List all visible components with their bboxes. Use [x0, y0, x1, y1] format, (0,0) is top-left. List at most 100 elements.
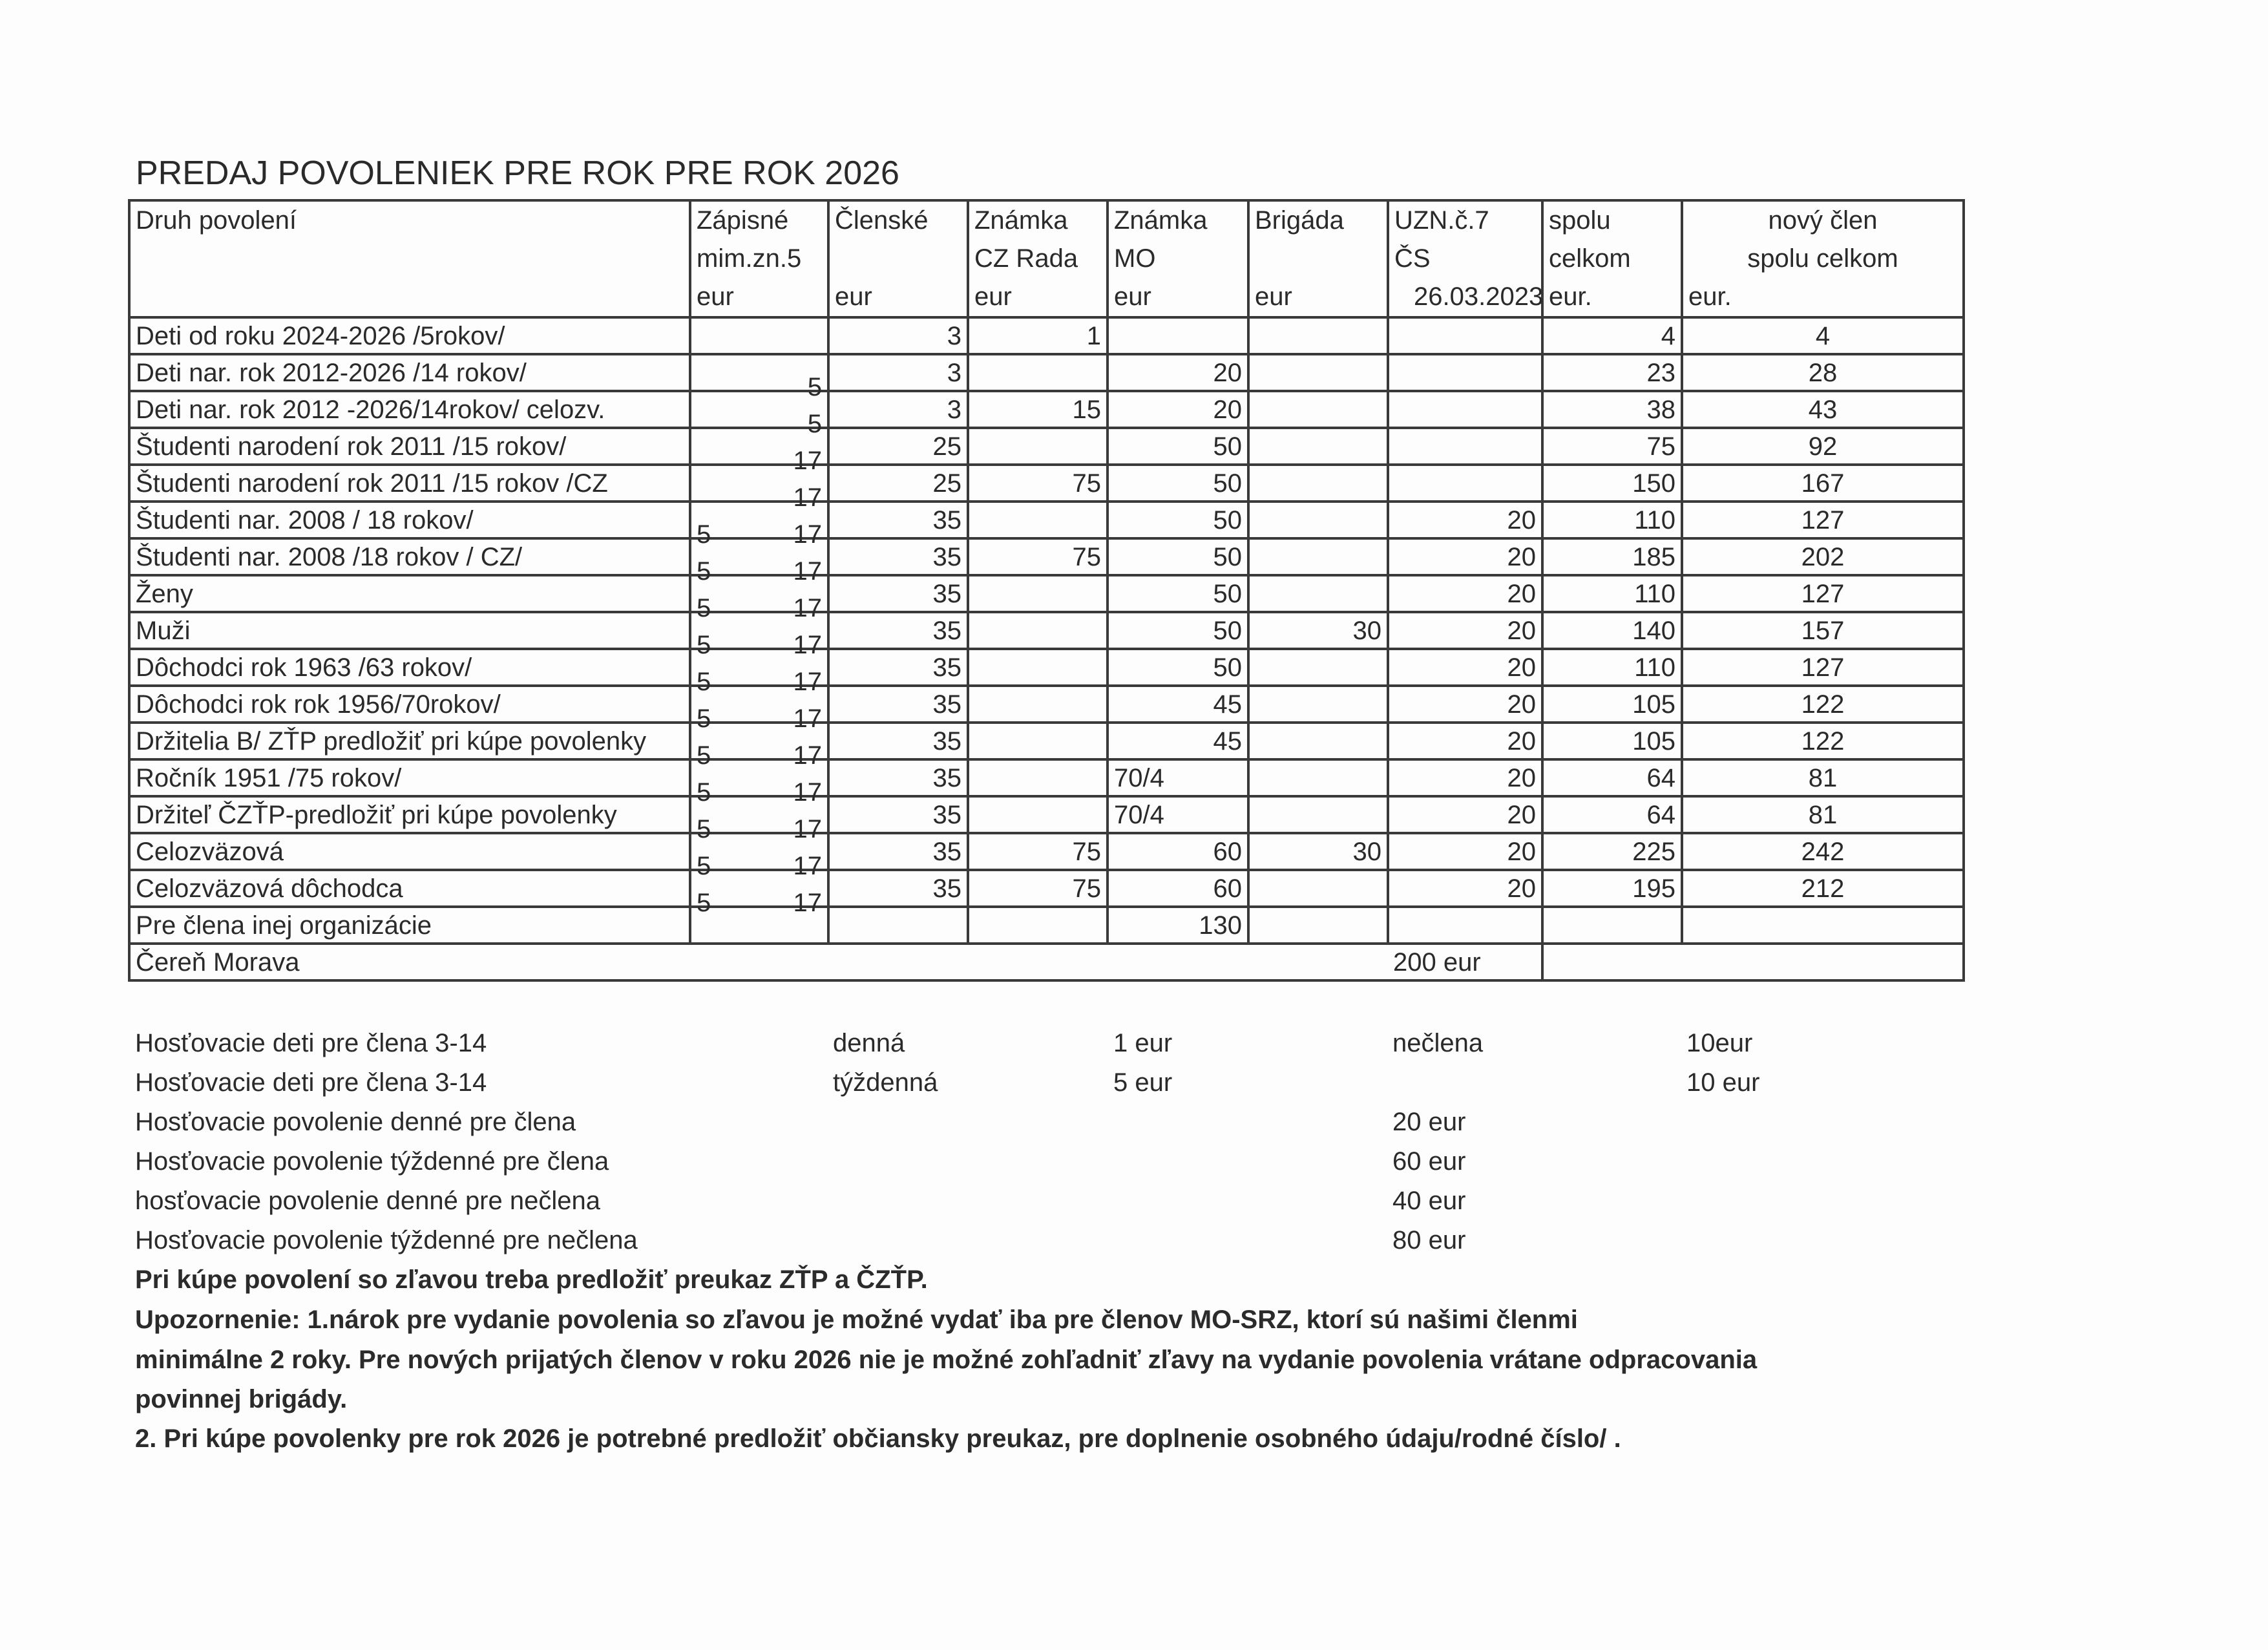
cell-clenske: 35: [827, 758, 969, 798]
table-row: Deti nar. rok 2012-2026 /14 rokov/5 3 20 23…: [128, 353, 1965, 401]
cell-znamka-mo: 20: [1106, 353, 1250, 392]
cell-znamka-cz: [967, 648, 1109, 687]
cell-znamka-cz: 75: [967, 537, 1109, 576]
cell-uzn: 20: [1387, 758, 1544, 798]
cell-druh: Celozväzová: [128, 832, 691, 871]
cell-znamka-cz: [967, 574, 1109, 613]
table-row: Študenti nar. 2008 /18 rokov / CZ/5 17 35 7…: [128, 537, 1965, 586]
cell-znamka-cz: [967, 905, 1109, 945]
cell-druh: Ročník 1951 /75 rokov/: [128, 758, 691, 798]
cell-znamka-mo: 45: [1106, 721, 1250, 761]
cell-znamka-mo: 50: [1106, 611, 1250, 650]
cell-druh: Študenti narodení rok 2011 /15 rokov /CZ: [128, 463, 691, 503]
cell-druh: Študenti narodení rok 2011 /15 rokov/: [128, 427, 691, 466]
cell-brigada: [1247, 574, 1389, 613]
cell-druh: Držitelia B/ ZŤP predložiť pri kúpe povo…: [128, 721, 691, 761]
header-label: ČS: [1394, 244, 1431, 273]
cell-clenske: 25: [827, 463, 969, 503]
cell-zapisne: 5 17: [689, 684, 830, 733]
header-label: eur.: [1688, 282, 1732, 311]
cell-znamka-cz: [967, 721, 1109, 761]
cell-znamka-mo: 70/4: [1106, 758, 1250, 798]
cell-clenske: [827, 905, 969, 945]
cell-spolu: 75: [1541, 427, 1683, 466]
cell-zapisne: 5 17: [689, 648, 830, 696]
cell-spolu: 105: [1541, 684, 1683, 724]
cell-brigada: [1247, 390, 1389, 429]
header-brigada: Brigáda eur: [1247, 199, 1389, 319]
document-title: PREDAJ POVOLENIEK PRE ROK PRE ROK 2026: [136, 154, 899, 192]
cell-zapisne: 5 17: [689, 611, 830, 659]
header-label: Známka: [974, 206, 1068, 235]
cell-uzn: [1387, 353, 1544, 392]
cell-spolu: 38: [1541, 390, 1683, 429]
header-label: nový člen: [1768, 206, 1878, 235]
cell-zapisne: 17: [689, 463, 830, 512]
table-row: Študenti nar. 2008 / 18 rokov/5 17 35 50 20 1…: [128, 500, 1965, 549]
cell-uzn: 20: [1387, 721, 1544, 761]
cell-znamka-cz: 15: [967, 390, 1109, 429]
header-label: UZN.č.7: [1394, 206, 1489, 235]
cell-uzn: 20: [1387, 832, 1544, 871]
cell-znamka-cz: 75: [967, 463, 1109, 503]
table-row: Dôchodci rok 1963 /63 rokov/5 17 35 50 20 110…: [128, 648, 1965, 696]
header-label: Členské: [835, 206, 929, 235]
cell-znamka-mo: 45: [1106, 684, 1250, 724]
note-line: Upozornenie: 1.nárok pre vydanie povolen…: [135, 1306, 1578, 1334]
cell-uzn: 20: [1387, 648, 1544, 687]
header-label: Známka: [1114, 206, 1208, 235]
header-label: spolu: [1549, 206, 1611, 235]
guest-permit-col3: 20 eur: [1392, 1108, 1466, 1136]
cell-zapisne: 5 17: [689, 758, 830, 807]
cell-znamka-cz: [967, 758, 1109, 798]
cell-zapisne: 5 17: [689, 832, 830, 880]
cell-brigada: [1247, 316, 1389, 355]
cell-clenske: 3: [827, 353, 969, 392]
cell-brigada: 30: [1247, 832, 1389, 871]
cell-znamka-mo: 50: [1106, 427, 1250, 466]
cell-uzn: 20: [1387, 537, 1544, 576]
guest-permit-label: Hosťovacie deti pre člena 3-14: [135, 1068, 487, 1097]
cell-zapisne: [689, 905, 830, 945]
cell-zapisne: 5 17: [689, 500, 830, 549]
header-label: spolu celkom: [1747, 244, 1898, 273]
cell-druh: Dôchodci rok 1963 /63 rokov/: [128, 648, 691, 687]
cell-spolu: 23: [1541, 353, 1683, 392]
cell-druh: Študenti nar. 2008 / 18 rokov/: [128, 500, 691, 540]
table-header-row: Druh povolení Zápisné mim.zn.5 eur Členské…: [128, 199, 1965, 319]
header-label: 26.03.2023: [1414, 282, 1544, 311]
table-row: Celozväzová dôchodca 5 17 35 75 60 20 195 212: [128, 869, 1965, 917]
cell-spolu: 140: [1541, 611, 1683, 650]
guest-permit-label: Hosťovacie povolenie denné pre člena: [135, 1108, 576, 1136]
cell-uzn: 20: [1387, 500, 1544, 540]
permit-price-table: Druh povolení Zápisné mim.zn.5 eur Členské…: [128, 199, 1965, 982]
header-label: eur: [1255, 282, 1292, 311]
cell-znamka-cz: [967, 684, 1109, 724]
cell-spolu: 110: [1541, 500, 1683, 540]
cell-uzn: [1387, 390, 1544, 429]
guest-permit-col3: 40 eur: [1392, 1187, 1466, 1215]
note-line: 2. Pri kúpe povolenky pre rok 2026 je po…: [135, 1424, 1621, 1453]
guest-permit-label: Hosťovacie deti pre člena 3-14: [135, 1029, 487, 1057]
table-row: Celozväzová 5 17 35 75 60 30 20 225 242: [128, 832, 1965, 880]
table-row: Dôchodci rok rok 1956/70rokov/5 17 35 45 20 1…: [128, 684, 1965, 733]
cell-druh: Celozväzová dôchodca: [128, 869, 691, 908]
cell-clenske: 35: [827, 684, 969, 724]
cell-druh: Muži: [128, 611, 691, 650]
guest-permit-col3: nečlena: [1392, 1029, 1484, 1057]
cell-uzn: [1387, 427, 1544, 466]
cell-brigada: [1247, 537, 1389, 576]
header-label: Zápisné: [697, 206, 789, 235]
guest-permit-label: Hosťovacie povolenie týždenné pre člena: [135, 1147, 609, 1176]
cell-novy-clen: 122: [1681, 721, 1965, 761]
cell-spolu: 64: [1541, 758, 1683, 798]
cell-znamka-mo: [1106, 316, 1250, 355]
table-row: Ženy 5 17 35 50 20 110 127: [128, 574, 1965, 622]
cell-spolu: 195: [1541, 869, 1683, 908]
header-znamka-mo: Známka MO eur: [1106, 199, 1250, 319]
table-row: Držitelia B/ ZŤP predložiť pri kúpe povo…: [128, 721, 1965, 770]
cell-novy-clen: 202: [1681, 537, 1965, 576]
cell-novy-clen: 127: [1681, 500, 1965, 540]
cell-znamka-cz: 75: [967, 832, 1109, 871]
header-uzn: UZN.č.7 ČS 26.03.2023: [1387, 199, 1544, 319]
